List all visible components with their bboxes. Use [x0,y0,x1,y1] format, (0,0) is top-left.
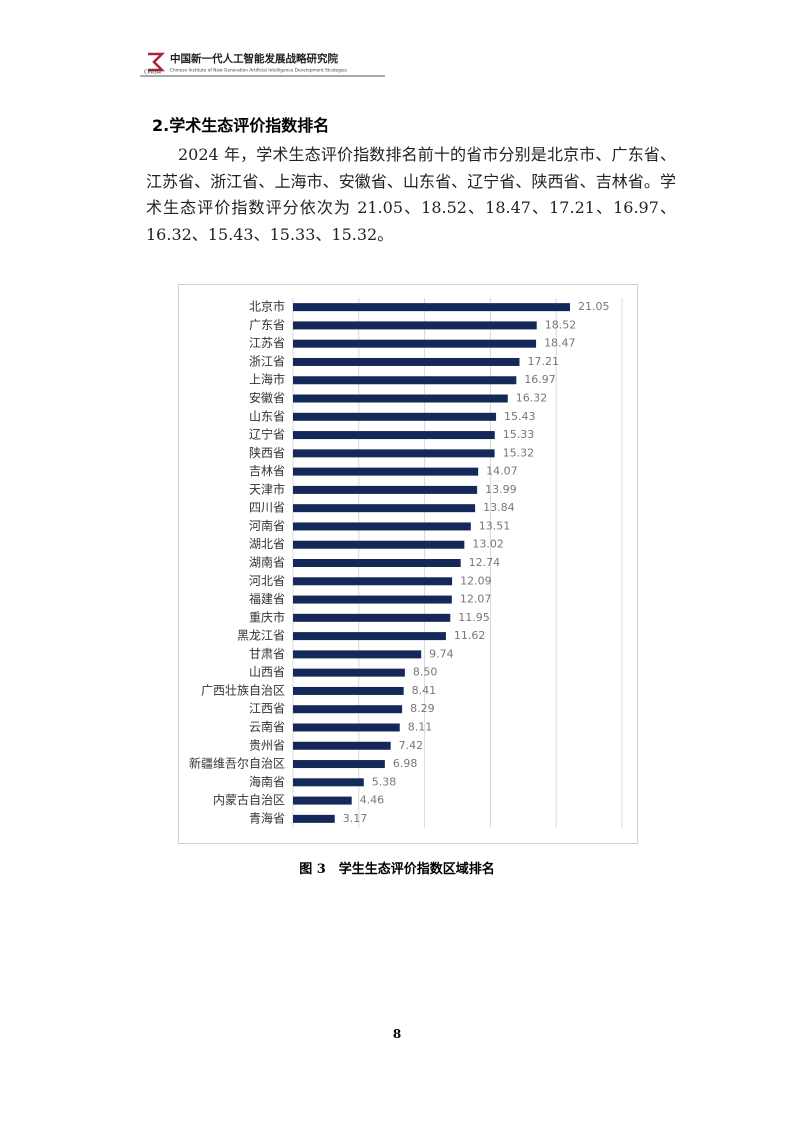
logo-text: CINGAI [144,70,161,76]
y-tick-label: 广东省 [249,318,285,332]
y-tick-label: 北京市 [249,299,285,314]
paragraph: 2024 年，学术生态评价指数排名前十的省市分别是北京市、广东省、江苏省、浙江省… [146,145,676,244]
bar [293,485,478,494]
bar [293,723,400,732]
y-tick-label: 海南省 [249,774,285,789]
bar [293,760,385,769]
bar [293,686,404,695]
data-label: 8.41 [412,684,437,697]
y-tick-label: 湖北省 [249,536,285,551]
bar [293,431,495,440]
data-label: 11.62 [454,629,486,642]
data-label: 16.97 [524,373,556,386]
bar [293,522,471,531]
data-label: 15.43 [504,410,536,423]
logo-mark [148,52,166,72]
header: CINGAI 中国新一代人工智能发展战略研究院 Chinese Institut… [140,52,385,77]
bar [293,449,495,458]
bar [293,705,403,714]
y-tick-label: 山东省 [249,409,285,423]
header-title: 中国新一代人工智能发展战略研究院 [170,52,338,65]
y-tick-label: 河北省 [249,574,285,588]
y-tick-label: 江苏省 [249,336,285,350]
bar [293,394,508,403]
y-tick-label: 内蒙古自治区 [213,792,285,807]
data-label: 9.74 [429,647,454,660]
bar [293,613,451,622]
data-label: 13.84 [483,501,515,514]
y-tick-label: 浙江省 [249,354,285,368]
data-label: 13.51 [479,519,511,532]
bar [293,540,465,549]
data-label: 8.50 [413,666,438,679]
bar [293,504,476,513]
y-tick-label: 上海市 [249,372,285,387]
chart-frame [178,284,638,844]
y-tick-label: 山西省 [249,665,285,679]
data-label: 16.32 [516,392,548,405]
data-label: 18.52 [545,318,577,331]
data-label: 14.07 [486,465,518,478]
y-tick-label: 辽宁省 [249,427,285,442]
data-label: 4.46 [360,794,385,807]
bar [293,741,391,750]
data-label: 8.29 [410,702,435,715]
data-label: 15.32 [503,446,535,459]
data-label: 6.98 [393,757,418,770]
data-label: 13.02 [472,538,504,551]
y-tick-label: 湖南省 [249,555,285,570]
data-label: 12.74 [469,556,501,569]
y-tick-label: 黑龙江省 [237,629,285,643]
bar [293,321,537,330]
bar [293,467,479,476]
bar [293,559,461,567]
bar [293,339,537,348]
data-label: 8.11 [408,720,433,733]
data-label: 13.99 [485,483,517,496]
bar [293,814,335,823]
y-tick-label: 重庆市 [249,609,285,624]
section-title: 2.学术生态评价指数排名 [152,116,330,135]
y-tick-label: 安徽省 [249,390,285,405]
bar [293,632,446,641]
y-tick-label: 福建省 [249,591,285,606]
data-label: 7.42 [399,739,424,752]
data-label: 18.47 [544,337,576,350]
data-label: 5.38 [372,775,397,788]
data-label: 15.33 [503,428,535,441]
data-label: 12.07 [460,593,492,606]
y-tick-label: 甘肃省 [249,647,285,661]
bar [293,376,517,385]
figure-caption: 图 3 学生生态评价指数区域排名 [299,862,495,877]
bar [293,577,453,586]
data-label: 12.09 [460,574,492,587]
y-tick-label: 陕西省 [249,445,285,460]
data-label: 17.21 [527,355,559,368]
y-tick-label: 吉林省 [249,464,285,478]
y-tick-label: 江西省 [249,702,285,716]
y-tick-label: 四川省 [249,501,285,515]
data-label: 21.05 [578,300,610,313]
bar [293,668,405,677]
bar [293,303,571,312]
bar [293,778,364,787]
bar [293,412,497,421]
page-number: 8 [392,1027,402,1041]
bar [293,595,452,604]
y-tick-label: 青海省 [249,810,285,825]
y-tick-label: 贵州省 [249,738,285,752]
y-tick-label: 广西壮族自治区 [201,683,285,697]
y-tick-label: 天津市 [249,481,285,496]
y-tick-label: 云南省 [249,719,285,734]
data-label: 3.17 [343,812,368,825]
y-tick-label: 新疆维吾尔自治区 [189,756,285,771]
header-subtitle: Chinese Institute of New Generation Arti… [170,68,348,74]
data-label: 11.95 [458,611,490,624]
bar [293,650,422,659]
bar [293,357,520,366]
y-tick-label: 河南省 [249,518,285,533]
bar [293,796,352,805]
